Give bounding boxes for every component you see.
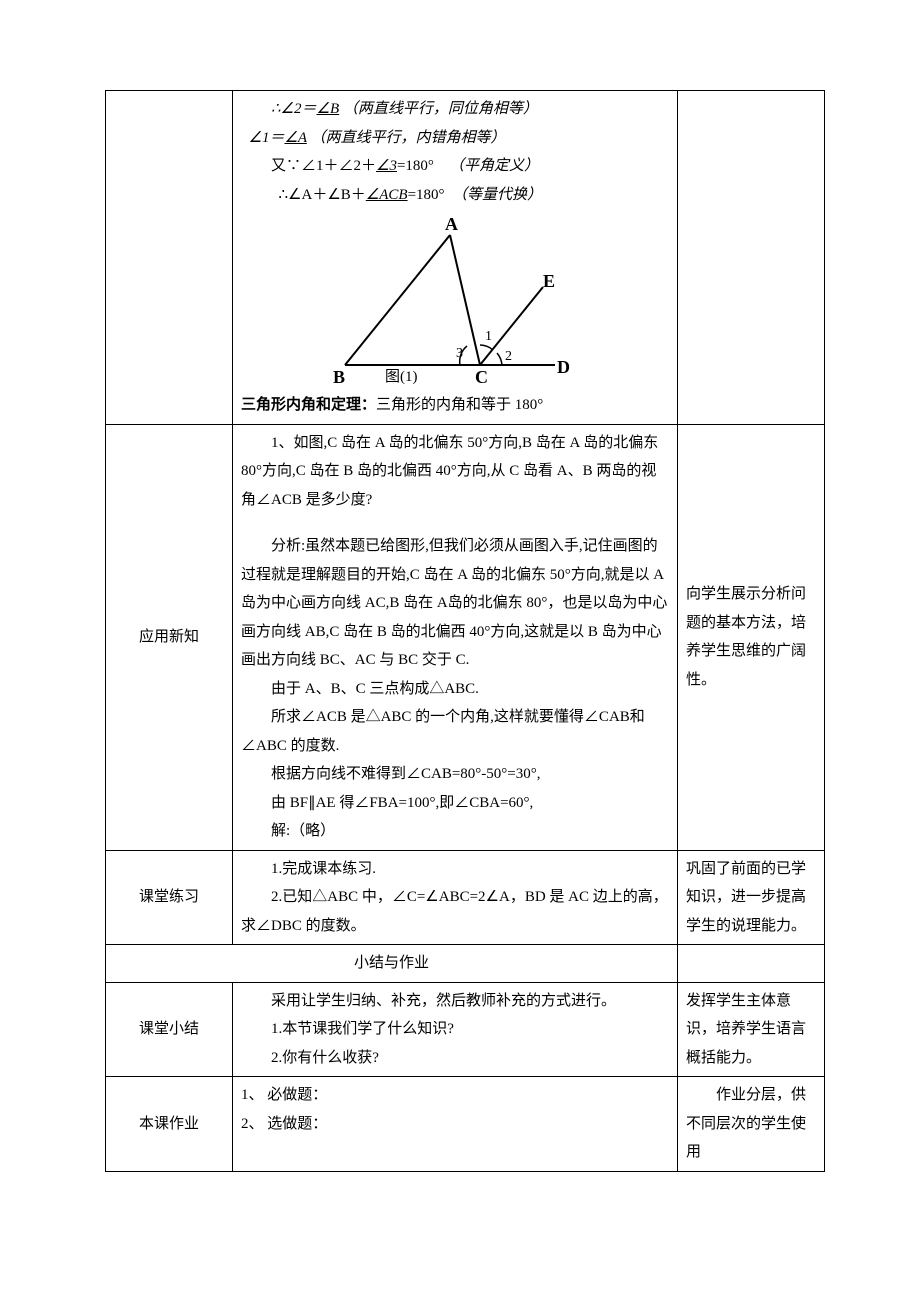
l2-reason: （两直线平行，内错角相等） [307,130,506,146]
row-top: ∴∠2＝∠B （两直线平行，同位角相等） ∠1＝∠A （两直线平行，内错角相等）… [106,91,825,425]
top-right-cell [678,91,825,425]
label-B: B [333,367,345,385]
homework-p1: 1、 必做题： [241,1081,669,1110]
homework-mid: 1、 必做题： 2、 选做题： [233,1077,678,1172]
top-left-cell [106,91,233,425]
label-C: C [475,367,488,385]
subheader-right [678,945,825,983]
proof-line-1: ∴∠2＝∠B （两直线平行，同位角相等） [271,95,669,124]
apply-spacer [241,514,669,532]
apply-p1: 1、如图,C 岛在 A 岛的北偏东 50°方向,B 岛在 A 岛的北偏东 80°… [241,429,669,515]
apply-p6: 由 BF∥AE 得∠FBA=100°,即∠CBA=60°, [241,789,669,818]
apply-p2: 分析:虽然本题已给图形,但我们必须从画图入手,记住画图的过程就是理解题目的开始,… [241,532,669,675]
l3-reason: （平角定义） [445,158,539,174]
apply-p7: 解:（略） [241,817,669,846]
label-D: D [557,357,570,377]
theorem-line: 三角形内角和定理：三角形的内角和等于 180° [241,391,669,420]
proof-block: ∴∠2＝∠B （两直线平行，同位角相等） ∠1＝∠A （两直线平行，内错角相等）… [241,95,669,209]
l3-mid: =180° [397,158,434,174]
practice-mid: 1.完成课本练习. 2.已知△ABC 中，∠C=∠ABC=2∠A，BD 是 AC… [233,850,678,945]
label-A: A [445,215,458,234]
practice-p2: 2.已知△ABC 中，∠C=∠ABC=2∠A，BD 是 AC 边上的高，求∠DB… [241,883,669,940]
summary-mid: 采用让学生归纳、补充，然后教师补充的方式进行。 1.本节课我们学了什么知识? 2… [233,982,678,1077]
figure-wrap: A B C D E 1 2 3 图(1) [241,215,669,385]
triangle-figure: A B C D E 1 2 3 图(1) [325,215,585,385]
l4-prefix: ∴∠A＋∠B＋ [279,187,366,203]
practice-left: 课堂练习 [106,850,233,945]
apply-p5: 根据方向线不难得到∠CAB=80°-50°=30°, [241,760,669,789]
l3-under: ∠3 [376,158,397,174]
l3-prefix: 又∵∠1＋∠2＋ [271,158,376,174]
apply-mid: 1、如图,C 岛在 A 岛的北偏东 50°方向,B 岛在 A 岛的北偏东 80°… [233,424,678,850]
summary-p1: 采用让学生归纳、补充，然后教师补充的方式进行。 [241,987,669,1016]
l4-under: ∠ACB [366,187,408,203]
row-subheader: 小结与作业 [106,945,825,983]
label-E: E [543,271,555,291]
top-mid-cell: ∴∠2＝∠B （两直线平行，同位角相等） ∠1＝∠A （两直线平行，内错角相等）… [233,91,678,425]
proof-line-2: ∠1＝∠A （两直线平行，内错角相等） [271,124,669,153]
summary-right: 发挥学生主体意识，培养学生语言概括能力。 [678,982,825,1077]
apply-right: 向学生展示分析问题的基本方法，培养学生思维的广阔性。 [678,424,825,850]
row-practice: 课堂练习 1.完成课本练习. 2.已知△ABC 中，∠C=∠ABC=2∠A，BD… [106,850,825,945]
homework-right: 作业分层，供不同层次的学生使用 [678,1077,825,1172]
l2-under: ∠A [284,130,306,146]
l1-prefix: ∴∠2＝ [271,101,317,117]
row-apply: 应用新知 1、如图,C 岛在 A 岛的北偏东 50°方向,B 岛在 A 岛的北偏… [106,424,825,850]
label-1: 1 [485,329,492,344]
label-2: 2 [505,349,512,364]
l1-under: ∠B [317,101,340,117]
apply-p3: 由于 A、B、C 三点构成△ABC. [241,675,669,704]
l2-prefix: ∠1＝ [249,130,285,146]
summary-left: 课堂小结 [106,982,233,1077]
l1-reason: （两直线平行，同位角相等） [339,101,538,117]
row-homework: 本课作业 1、 必做题： 2、 选做题： 作业分层，供不同层次的学生使用 [106,1077,825,1172]
row-summary: 课堂小结 采用让学生归纳、补充，然后教师补充的方式进行。 1.本节课我们学了什么… [106,982,825,1077]
apply-left: 应用新知 [106,424,233,850]
proof-line-4: ∴∠A＋∠B＋∠ACB=180° （等量代换） [271,181,669,210]
homework-left: 本课作业 [106,1077,233,1172]
apply-p4: 所求∠ACB 是△ABC 的一个内角,这样就要懂得∠CAB和∠ABC 的度数. [241,703,669,760]
practice-p1: 1.完成课本练习. [241,855,669,884]
page: ∴∠2＝∠B （两直线平行，同位角相等） ∠1＝∠A （两直线平行，内错角相等）… [0,0,920,1212]
l4-mid: =180° [408,187,445,203]
theorem-text: 三角形的内角和等于 180° [376,397,543,413]
main-table: ∴∠2＝∠B （两直线平行，同位角相等） ∠1＝∠A （两直线平行，内错角相等）… [105,90,825,1172]
l4-reason: （等量代换） [452,187,542,203]
practice-right: 巩固了前面的已学知识，进一步提高学生的说理能力。 [678,850,825,945]
summary-p2: 1.本节课我们学了什么知识? [241,1015,669,1044]
summary-p3: 2.你有什么收获? [241,1044,669,1073]
subheader-cell: 小结与作业 [106,945,678,983]
label-3: 3 [456,346,463,361]
homework-right-text: 作业分层，供不同层次的学生使用 [686,1081,816,1167]
proof-line-3: 又∵∠1＋∠2＋∠3=180° （平角定义） [271,152,669,181]
label-caption: 图(1) [385,368,418,385]
homework-p2: 2、 选做题： [241,1110,669,1139]
theorem-label: 三角形内角和定理： [241,397,376,413]
